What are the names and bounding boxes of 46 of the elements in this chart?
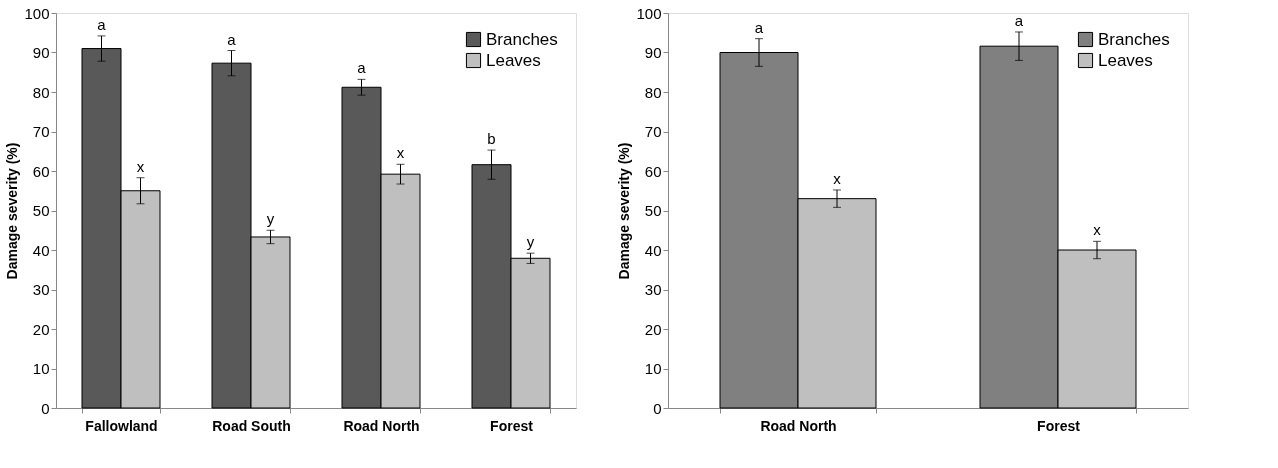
y-tick-label: 90 [32,44,50,61]
x-tick-label: Forest [490,417,534,434]
y-tick-label: 60 [32,162,50,180]
y-tick-label: 40 [32,241,50,259]
y-tick-label: 70 [644,123,662,140]
annotation: x [396,144,405,162]
y-tick-label: 0 [653,399,662,417]
legend-label: Branches [1098,29,1170,49]
annotation: a [754,18,764,36]
annotation: y [266,210,275,228]
legend-label: Leaves [486,50,541,70]
annotation: a [357,59,367,77]
y-tick-label: 10 [32,360,50,377]
y-tick-label: 50 [32,202,50,219]
y-tick-label: 70 [32,123,50,140]
annotation: x [1093,221,1102,239]
y-tick-label: 10 [644,360,662,377]
y-tick-label: 100 [24,4,50,22]
x-tick-label: Forest [1037,417,1081,434]
x-tick-label: Road North [760,417,837,434]
y-tick-label: 30 [644,281,662,298]
annotation: x [136,157,145,175]
y-tick-label: 90 [644,44,662,61]
y-tick-label: 80 [32,83,50,101]
annotation: a [227,30,237,48]
y-tick-label: 20 [644,320,662,338]
legend-label: Leaves [1098,50,1153,70]
y-axis-title: Damage severity (%) [616,142,633,280]
y-tick-label: 60 [644,162,662,180]
y-tick-label: 30 [32,281,50,298]
y-tick-label: 100 [636,4,662,22]
y-tick-label: 40 [644,241,662,259]
y-tick-label: 20 [32,320,50,338]
y-tick-label: 80 [644,83,662,101]
y-tick-label: 50 [644,202,662,219]
annotation: y [526,233,535,251]
x-tick-label: Fallowland [85,417,158,434]
annotation: x [833,169,842,187]
annotation: b [487,130,496,148]
y-tick-label: 0 [41,399,50,417]
y-axis-title: Damage severity (%) [4,142,21,280]
x-tick-label: Road South [212,417,291,434]
legend-label: Branches [486,29,558,49]
x-tick-label: Road North [343,417,420,434]
annotation: a [97,15,107,33]
annotation: a [1014,11,1024,29]
